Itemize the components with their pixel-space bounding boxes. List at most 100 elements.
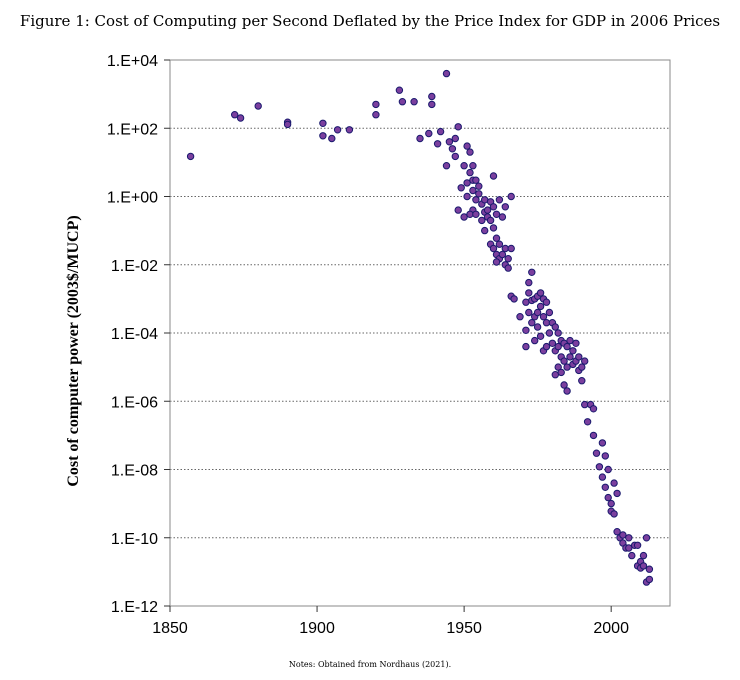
data-point bbox=[525, 308, 533, 317]
y-tick-label: 1.E+04 bbox=[107, 53, 158, 70]
data-point bbox=[525, 289, 533, 297]
data-point bbox=[510, 295, 518, 303]
data-point bbox=[542, 298, 551, 306]
data-point bbox=[625, 534, 633, 542]
data-point bbox=[319, 132, 327, 140]
figure-title: Figure 1: Cost of Computing per Second D… bbox=[19, 12, 721, 30]
data-point bbox=[507, 192, 515, 201]
data-point bbox=[428, 92, 436, 101]
data-point bbox=[592, 449, 601, 457]
data-point bbox=[454, 206, 462, 214]
y-tick-label: 1.E-02 bbox=[111, 258, 158, 275]
data-point bbox=[589, 405, 598, 413]
data-point bbox=[528, 319, 536, 327]
data-point bbox=[583, 418, 592, 426]
data-point bbox=[495, 196, 504, 204]
y-tick-label: 1.E-12 bbox=[111, 599, 158, 616]
data-point bbox=[372, 100, 380, 109]
data-point bbox=[501, 203, 509, 211]
data-point bbox=[442, 162, 451, 170]
data-point bbox=[254, 102, 262, 110]
data-point bbox=[575, 353, 583, 361]
data-point bbox=[483, 206, 492, 214]
data-point bbox=[613, 489, 621, 498]
data-point bbox=[610, 510, 618, 518]
data-point bbox=[610, 479, 618, 487]
data-point bbox=[569, 347, 577, 355]
y-axis: 1.E+04 1.E+02 1.E+00 1.E-02 1.E-04 1.E-06 1.E-… bbox=[107, 53, 170, 616]
y-tick-label: 1.E-08 bbox=[111, 463, 158, 480]
grid-lines bbox=[170, 127, 670, 539]
data-point bbox=[531, 336, 539, 345]
data-point bbox=[545, 308, 554, 317]
data-point bbox=[598, 439, 607, 447]
data-point bbox=[498, 213, 507, 221]
data-point bbox=[448, 145, 457, 153]
data-point bbox=[466, 168, 474, 177]
data-point bbox=[283, 120, 292, 129]
data-point bbox=[333, 126, 342, 134]
data-point bbox=[410, 98, 418, 106]
data-point bbox=[495, 240, 504, 248]
y-tick-label: 1.E+00 bbox=[107, 190, 158, 207]
data-point bbox=[498, 250, 507, 259]
data-point bbox=[433, 140, 442, 148]
data-point bbox=[539, 313, 548, 321]
data-point bbox=[451, 134, 459, 143]
data-point bbox=[642, 534, 651, 542]
data-point bbox=[492, 210, 501, 219]
data-point bbox=[319, 119, 327, 128]
data-point bbox=[581, 357, 589, 365]
figure-note: Notes: Obtained from Nordhaus (2021). bbox=[288, 660, 452, 669]
x-tick-label: 1850 bbox=[152, 620, 188, 637]
data-point bbox=[536, 302, 545, 311]
data-point bbox=[536, 289, 545, 297]
data-point bbox=[604, 465, 612, 474]
data-point bbox=[601, 483, 609, 491]
data-point bbox=[472, 176, 480, 184]
data-point bbox=[416, 134, 424, 143]
data-point bbox=[557, 368, 565, 377]
data-point bbox=[639, 551, 648, 560]
data-point bbox=[645, 575, 654, 584]
data-point bbox=[466, 148, 474, 156]
data-point bbox=[345, 126, 354, 134]
data-point bbox=[516, 313, 524, 321]
data-point bbox=[460, 162, 468, 170]
data-point bbox=[525, 278, 533, 287]
data-point bbox=[492, 258, 501, 266]
x-tick-label: 2000 bbox=[593, 620, 629, 637]
data-point bbox=[554, 342, 562, 351]
y-tick-label: 1.E+02 bbox=[107, 121, 158, 138]
data-point bbox=[566, 353, 574, 361]
data-point bbox=[619, 531, 627, 539]
data-point bbox=[528, 268, 536, 276]
data-point bbox=[472, 210, 480, 219]
data-point bbox=[472, 196, 480, 204]
data-point bbox=[398, 98, 407, 106]
data-point bbox=[563, 387, 571, 395]
data-point bbox=[548, 339, 557, 347]
data-point bbox=[454, 123, 462, 131]
data-point bbox=[395, 86, 404, 94]
data-point bbox=[236, 114, 245, 122]
y-tick-label: 1.E-10 bbox=[111, 531, 158, 548]
data-point bbox=[504, 255, 512, 263]
data-point bbox=[436, 127, 445, 136]
data-point bbox=[481, 226, 489, 235]
data-point bbox=[425, 129, 433, 138]
y-tick-label: 1.E-06 bbox=[111, 394, 158, 411]
data-point bbox=[566, 336, 574, 345]
data-point bbox=[578, 377, 586, 385]
x-tick-label: 1900 bbox=[299, 620, 335, 637]
data-point bbox=[533, 323, 542, 331]
data-point bbox=[572, 339, 580, 347]
data-point bbox=[542, 342, 551, 351]
data-point bbox=[489, 172, 498, 180]
data-point bbox=[328, 134, 336, 143]
data-point bbox=[469, 186, 477, 195]
data-point bbox=[560, 381, 568, 389]
y-tick-label: 1.E-04 bbox=[111, 326, 158, 343]
data-point bbox=[489, 244, 498, 253]
